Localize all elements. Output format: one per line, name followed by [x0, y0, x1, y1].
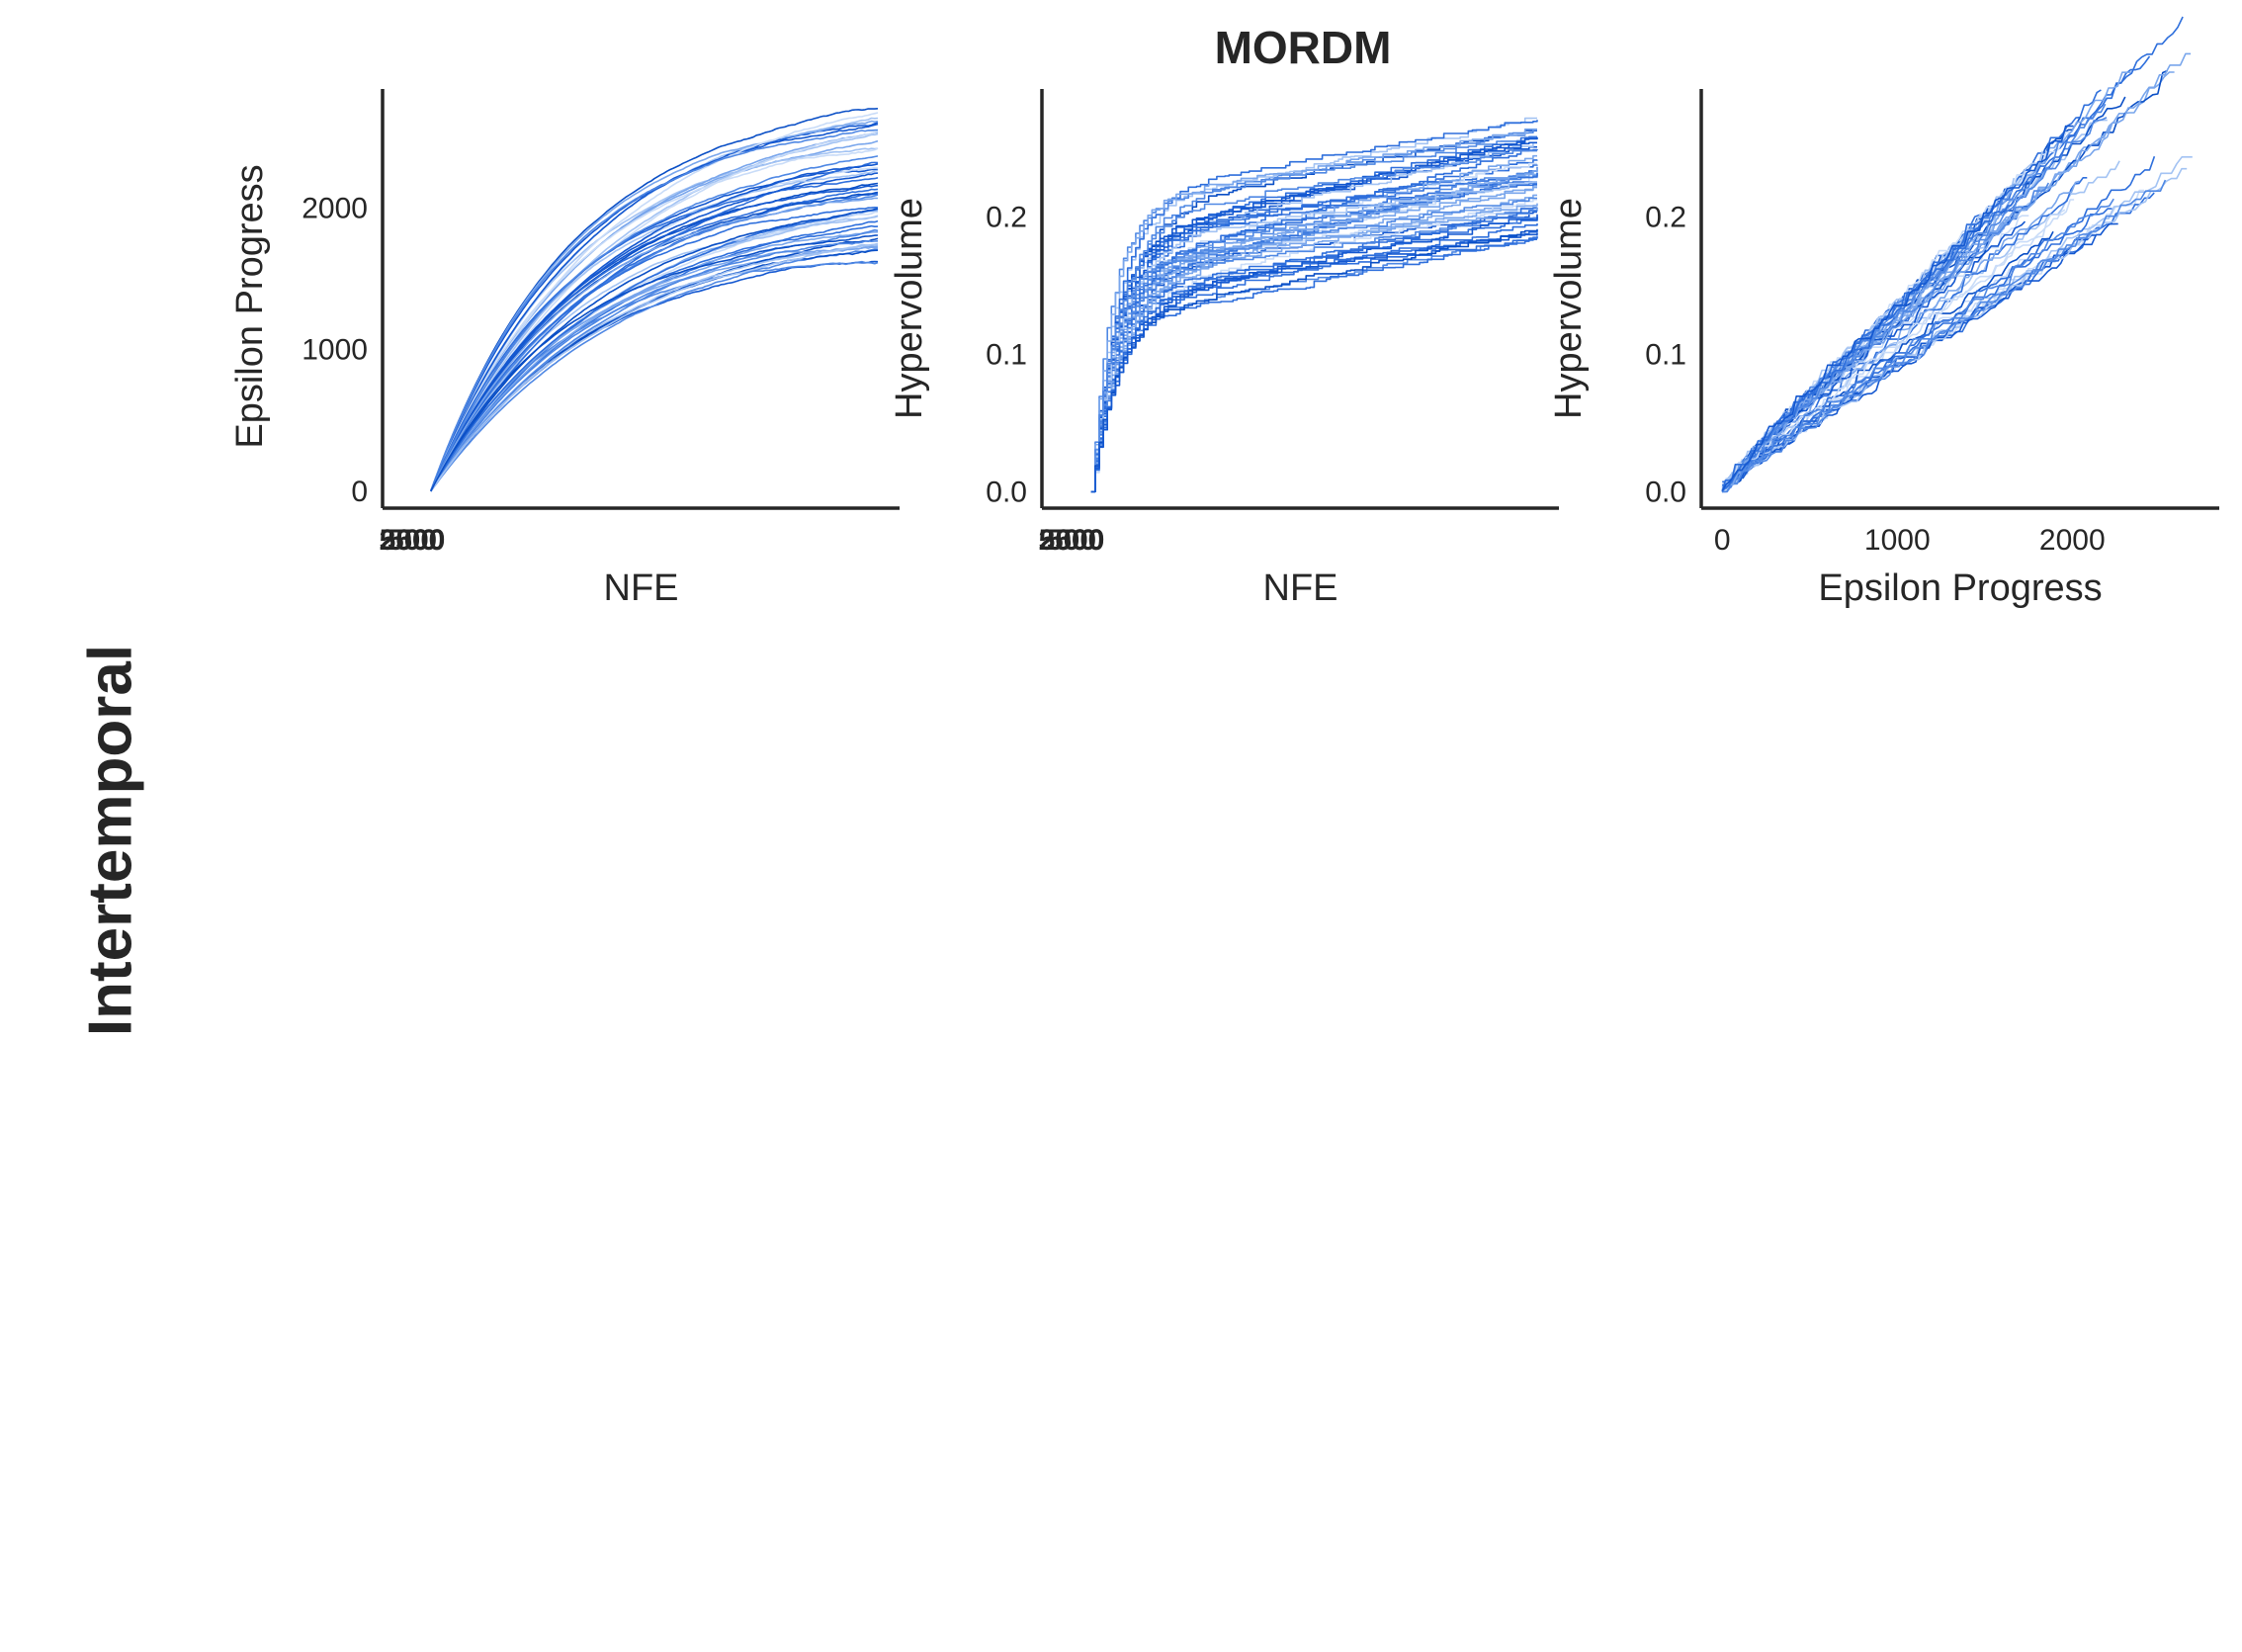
x-axis-label: NFE: [1263, 567, 1338, 609]
series-line: [430, 184, 879, 492]
series-line: [430, 161, 879, 492]
series-line: [1090, 149, 1537, 493]
series-line: [430, 163, 879, 492]
y-tick-label: 0.2: [986, 201, 1027, 233]
series-line: [1090, 120, 1538, 493]
series-group: [1721, 16, 2193, 493]
series-line: [1721, 199, 2075, 490]
series-line: [1090, 136, 1538, 493]
series-line: [430, 248, 878, 492]
series-line: [430, 177, 879, 492]
x-tick-label: 2000: [2039, 524, 2106, 557]
x-tick-label: 2500: [380, 524, 446, 557]
x-tick-label: 500: [1047, 524, 1096, 557]
series-line: [430, 197, 879, 492]
series-line: [1090, 197, 1537, 493]
series-line: [1090, 217, 1538, 493]
y-tick-label: 1000: [302, 334, 368, 367]
series-line: [430, 230, 879, 492]
chart-panel-3: 0.0 0.1 0.2 0 1000 2000 Epsilon Progress Hyperv…: [1548, 16, 2219, 609]
series-line: [1090, 168, 1538, 493]
series-line: [430, 172, 879, 492]
x-axis-label: NFE: [604, 567, 679, 609]
series-line: [1090, 135, 1537, 493]
series-line: [430, 112, 879, 492]
series-line: [430, 242, 879, 492]
series-line: [430, 129, 879, 492]
y-tick-label: 0.1: [986, 338, 1027, 371]
series-line: [1090, 238, 1537, 493]
series-line: [1090, 217, 1538, 493]
series-line: [1722, 230, 2093, 486]
series-line: [430, 208, 879, 492]
series-line: [1090, 130, 1537, 493]
series-line: [1721, 125, 2074, 491]
series-line: [1090, 128, 1537, 493]
series-line: [430, 122, 879, 492]
y-tick-label: 0.0: [1645, 476, 1686, 508]
series-line: [1090, 141, 1537, 493]
y-axis-label: Hypervolume: [889, 198, 930, 419]
y-axis-label: Epsilon Progress: [229, 164, 271, 448]
x-axis-label: Epsilon Progress: [1818, 567, 2102, 609]
x-tick-label: 0: [1714, 524, 1731, 557]
series-line: [1090, 232, 1538, 493]
series-line: [1090, 183, 1537, 493]
y-tick-label: 0: [351, 476, 368, 508]
x-tick-label: 1000: [1864, 524, 1931, 557]
y-tick-label: 0.1: [1645, 338, 1686, 371]
series-line: [430, 207, 879, 492]
series-line: [430, 208, 879, 492]
y-tick-label: 0.0: [986, 476, 1027, 508]
y-axis-label: Hypervolume: [1548, 198, 1590, 419]
series-line: [1090, 214, 1538, 493]
x-tick-label: 2500: [1039, 524, 1105, 557]
y-tick-label: 0.2: [1645, 201, 1686, 233]
x-tick-label: 5000: [380, 524, 446, 557]
series-line: [430, 215, 879, 492]
series-line: [1721, 52, 2192, 491]
series-line: [1721, 200, 2016, 491]
series-line: [1721, 198, 2114, 492]
series-line: [430, 147, 879, 492]
series-line: [430, 130, 879, 492]
series-group: [430, 108, 879, 492]
series-line: [1721, 96, 2126, 493]
series-line: [430, 240, 879, 492]
series-group: [1090, 117, 1538, 493]
x-tick-label: 500: [388, 524, 437, 557]
series-line: [1722, 156, 2193, 492]
figure-title: MORDM: [1214, 22, 1392, 73]
series-line: [430, 155, 879, 492]
series-line: [1090, 203, 1538, 493]
series-line: [1721, 182, 2050, 492]
y-tick-label: 2000: [302, 192, 368, 224]
series-line: [430, 234, 879, 492]
series-line: [430, 132, 879, 492]
x-tick-label: 5000: [1039, 524, 1105, 557]
